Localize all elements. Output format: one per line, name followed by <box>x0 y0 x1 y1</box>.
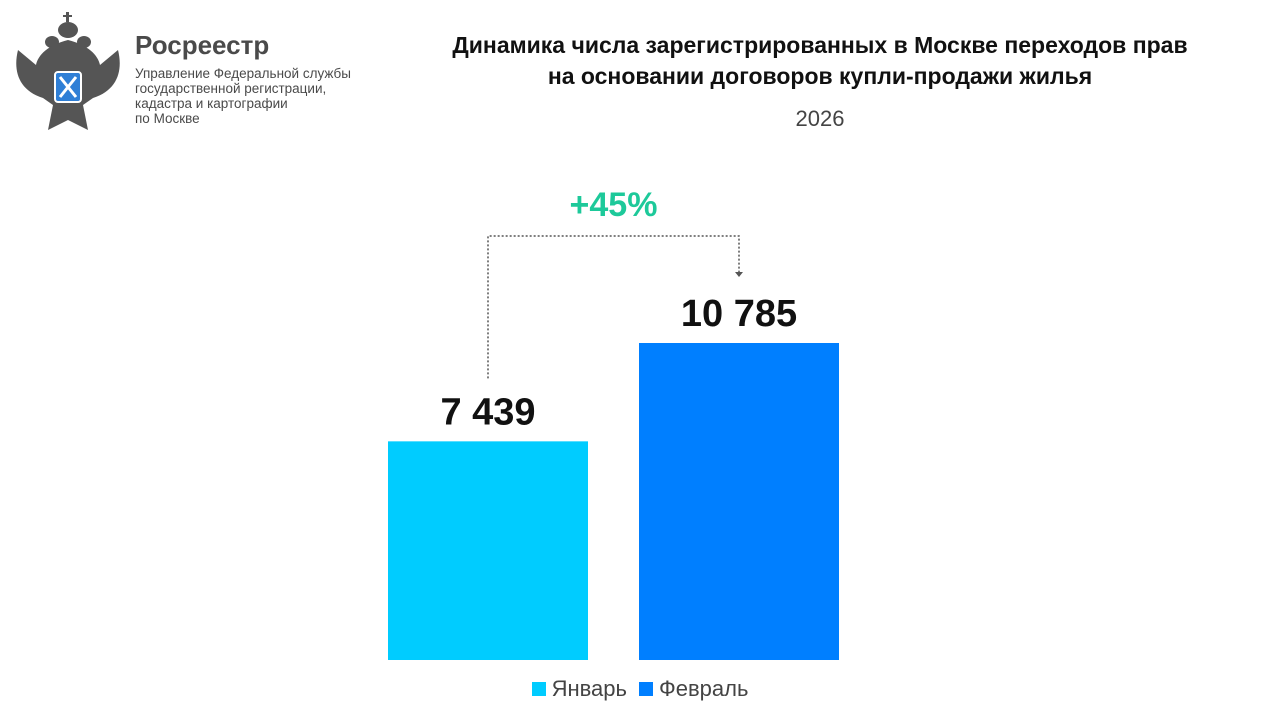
subtitle-line: кадастра и картографии <box>135 96 288 111</box>
legend-swatch <box>531 682 546 696</box>
legend-swatch <box>639 682 653 696</box>
legend: Январь Февраль <box>0 676 1280 702</box>
data-label: 10 785 <box>681 293 797 335</box>
chart-title-line: на основании договоров купли-продажи жил… <box>547 63 1093 89</box>
change-percent-annotation: +45% <box>570 186 658 224</box>
legend-label: Январь <box>551 676 627 701</box>
chart-title-line: Динамика числа зарегистрированных в Моск… <box>452 32 1188 58</box>
subtitle-line: государственной регистрации, <box>135 81 327 96</box>
chart-title: Динамика числа зарегистрированных в Моск… <box>380 30 1260 92</box>
brand-name: Росреестр <box>135 30 270 60</box>
rosreestr-emblem-logo <box>16 12 120 130</box>
chart-subtitle: 2026 <box>795 106 845 131</box>
subtitle-line: Управление Федеральной службы <box>135 66 351 81</box>
legend-label: Февраль <box>659 676 749 701</box>
arrow-down-icon <box>735 272 743 277</box>
legend-item-february: Февраль <box>639 676 748 702</box>
bar-january <box>388 441 588 660</box>
data-label: 7 439 <box>440 391 535 433</box>
organization-subtitle: Управление Федеральной службы государств… <box>135 66 351 126</box>
bar-february <box>639 343 839 660</box>
subtitle-line: по Москве <box>135 111 200 126</box>
legend-item-january: Январь <box>531 676 627 702</box>
